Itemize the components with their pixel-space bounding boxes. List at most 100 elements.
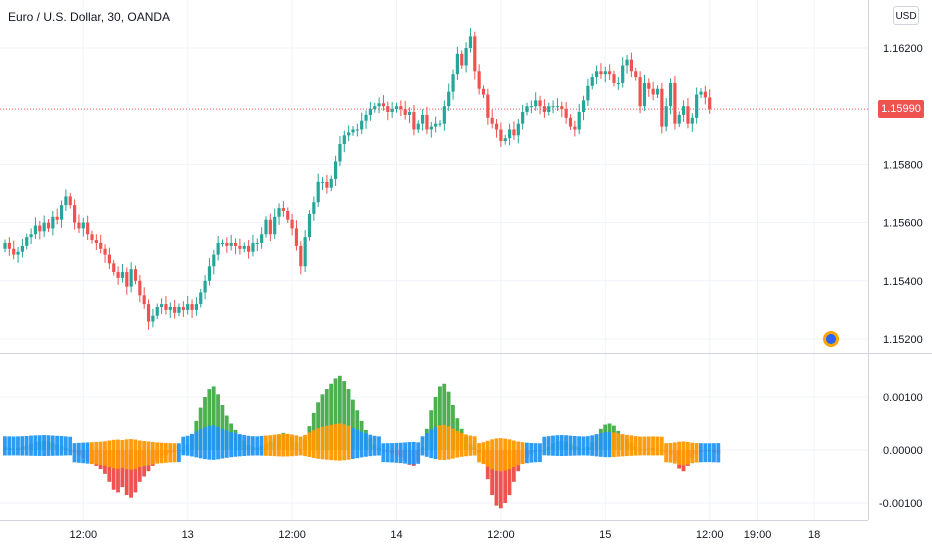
candle-body — [429, 126, 433, 130]
candle-body — [7, 242, 11, 249]
osc-band-bar — [411, 441, 416, 465]
osc-band-bar — [203, 427, 207, 460]
osc-band-bar — [177, 443, 181, 463]
osc-band-bar — [103, 441, 107, 466]
candle-body — [399, 106, 403, 110]
osc-band-bar — [503, 438, 508, 471]
candle-body — [260, 234, 264, 243]
osc-band-bar — [577, 436, 581, 456]
candle-body — [629, 59, 633, 72]
osc-band-bar — [451, 428, 455, 459]
candle-body — [329, 178, 333, 188]
osc-band-bar — [120, 440, 125, 468]
osc-band-bar — [511, 440, 516, 468]
osc-band-bar — [124, 439, 129, 470]
osc-bar — [133, 450, 138, 493]
candle-body — [508, 129, 512, 139]
osc-band-bar — [625, 434, 629, 457]
osc-band-bar — [324, 425, 329, 460]
osc-bar — [329, 383, 334, 450]
candle-body — [186, 304, 190, 310]
osc-band-bar — [50, 435, 55, 456]
osc-band-bar — [633, 436, 638, 456]
candle-body — [338, 144, 342, 162]
candle-body — [155, 306, 159, 316]
candle-body — [695, 94, 699, 118]
candle-body — [251, 242, 255, 252]
osc-band-bar — [285, 433, 290, 457]
candle-body — [238, 245, 242, 249]
candle-body — [568, 117, 573, 127]
osc-band-bar — [333, 423, 338, 461]
candle-body — [38, 225, 42, 232]
candle-body — [434, 123, 438, 127]
osc-band-bar — [590, 435, 595, 456]
candle-body — [16, 251, 20, 255]
candle-body — [181, 306, 185, 310]
candle-body — [220, 242, 225, 244]
candle-body — [634, 71, 638, 78]
candle-body — [299, 245, 303, 267]
price-tick-label: 1.15600 — [883, 218, 923, 230]
candle-body — [603, 71, 607, 75]
candle-body — [286, 210, 290, 220]
osc-band-bar — [677, 441, 682, 465]
osc-bar — [333, 378, 338, 450]
candle-body — [647, 82, 651, 89]
candle-body — [560, 106, 564, 110]
candle-body — [590, 77, 594, 86]
osc-band-bar — [659, 436, 664, 456]
osc-bar — [438, 386, 442, 450]
osc-band-bar — [381, 443, 386, 463]
osc-band-bar — [3, 436, 7, 456]
osc-bar — [446, 391, 451, 450]
osc-band-bar — [337, 423, 342, 461]
globe-icon[interactable] — [823, 331, 839, 347]
candle-body — [447, 91, 451, 107]
time-tick-label: 12:00 — [70, 529, 98, 541]
osc-band-bar — [594, 434, 599, 457]
candle-body — [538, 100, 542, 107]
candle-body — [673, 82, 677, 124]
osc-bar — [324, 389, 329, 450]
candle-body — [86, 222, 90, 235]
candle-body — [125, 272, 129, 287]
osc-band-bar — [68, 436, 73, 456]
candle-body — [386, 106, 390, 113]
currency-button[interactable]: USD — [893, 6, 919, 25]
osc-band-bar — [481, 442, 486, 465]
candle-body — [651, 88, 655, 95]
osc-band-bar — [433, 427, 438, 460]
osc-bar — [433, 397, 438, 450]
osc-band-bar — [181, 436, 186, 456]
candle-body — [490, 117, 494, 124]
osc-band-bar — [11, 436, 16, 456]
candle-body — [129, 269, 133, 287]
osc-band-bar — [564, 435, 568, 456]
candle-body — [642, 82, 647, 107]
candle-body — [368, 109, 372, 115]
osc-band-bar — [464, 434, 468, 457]
candle-body — [212, 254, 216, 267]
osc-band-bar — [694, 442, 699, 463]
candle-body — [138, 280, 142, 296]
osc-band-bar — [681, 441, 686, 466]
candle-body — [468, 36, 473, 48]
osc-bar — [503, 450, 508, 503]
osc-band-bar — [259, 435, 264, 456]
candle-body — [107, 254, 111, 264]
osc-band-bar — [690, 442, 695, 464]
osc-bar — [316, 402, 320, 450]
osc-band-bar — [542, 436, 547, 456]
osc-band-bar — [190, 433, 194, 457]
osc-band-bar — [229, 431, 233, 458]
candle-body — [686, 106, 690, 124]
osc-tick-label: 0.00100 — [883, 392, 923, 404]
osc-band-bar — [612, 432, 616, 458]
osc-band-bar — [429, 429, 434, 459]
candle-body — [668, 82, 673, 107]
candle-body — [42, 222, 46, 232]
candle-body — [255, 242, 259, 244]
candle-body — [547, 106, 551, 113]
